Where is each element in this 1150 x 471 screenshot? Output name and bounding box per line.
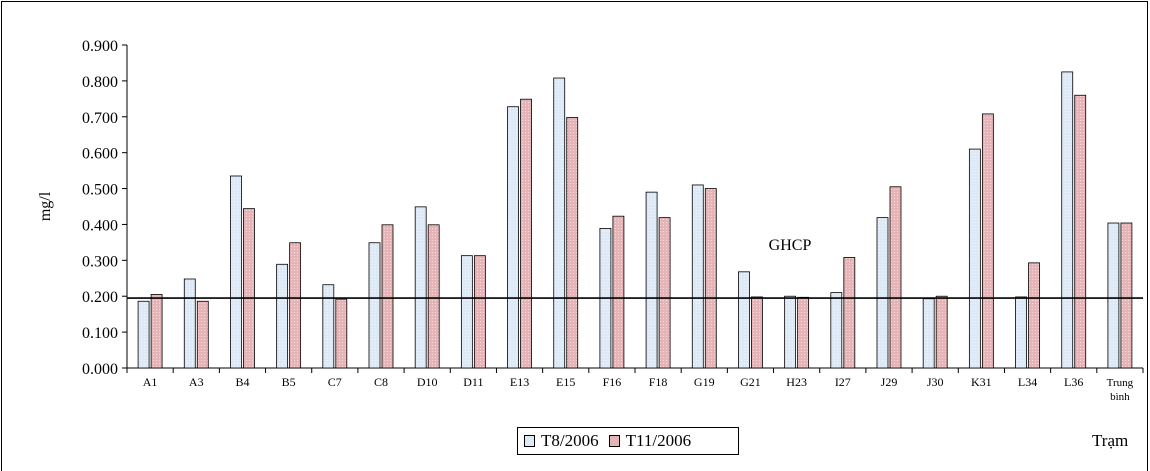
bar-t11 xyxy=(843,257,856,369)
legend-item-t8: T8/2006 xyxy=(524,431,599,451)
bar-t11 xyxy=(751,296,763,369)
bar-t11 xyxy=(520,98,532,369)
y-tick-label: 0.200 xyxy=(82,289,118,306)
legend-label-t8: T8/2006 xyxy=(541,431,599,450)
x-tick-label: D11 xyxy=(463,375,483,389)
x-tick-label: D10 xyxy=(417,375,438,389)
bar-t8 xyxy=(553,77,566,369)
x-tick-label: J30 xyxy=(927,375,944,389)
x-tick-label: G19 xyxy=(694,375,715,389)
bar-t8 xyxy=(922,298,935,369)
y-tick-label: 0.700 xyxy=(82,110,118,127)
bar-t8 xyxy=(876,217,889,369)
bar-t11 xyxy=(1074,94,1087,369)
x-tick-label: E15 xyxy=(556,375,575,389)
bar-t8 xyxy=(784,295,797,369)
y-tick-label: 0.400 xyxy=(82,217,118,234)
bar-t8 xyxy=(276,263,289,369)
y-tick-label: 0.500 xyxy=(82,182,118,199)
bar-t8 xyxy=(830,292,843,369)
bar-t11 xyxy=(1028,262,1040,369)
bar-t8 xyxy=(645,191,658,369)
bar-t11 xyxy=(797,296,810,369)
reference-line-label: GHCP xyxy=(769,237,812,254)
y-tick-label: 0.800 xyxy=(82,74,118,91)
bar-t11 xyxy=(566,117,579,369)
bar-t8 xyxy=(137,300,150,369)
x-tick-label: A3 xyxy=(189,375,204,389)
bar-t8 xyxy=(738,271,750,369)
bar-t8 xyxy=(183,278,196,369)
bar-t8 xyxy=(1015,296,1027,369)
bar-t8 xyxy=(368,242,381,369)
bar-t8 xyxy=(230,175,242,369)
bar-t11 xyxy=(427,224,440,369)
bar-t8 xyxy=(507,106,519,369)
x-tick-label: H23 xyxy=(786,375,807,389)
bar-t11 xyxy=(1120,222,1133,369)
x-tick-label: C8 xyxy=(374,375,388,389)
x-tick-label: B4 xyxy=(235,375,249,389)
y-tick-label: 0.900 xyxy=(82,38,118,55)
y-tick-label: 0.300 xyxy=(82,253,118,270)
bar-t11 xyxy=(658,217,671,369)
x-tick-label: K31 xyxy=(971,375,992,389)
bar-t11 xyxy=(196,300,209,369)
y-tick-label: 0.000 xyxy=(82,361,118,378)
legend-item-t11: T11/2006 xyxy=(608,431,692,451)
bar-t11 xyxy=(981,113,994,369)
x-tick-label: B5 xyxy=(282,375,296,389)
x-tick-label: G21 xyxy=(740,375,761,389)
bar-t11 xyxy=(889,186,902,369)
bar-t8 xyxy=(322,284,335,369)
legend-swatch-t11 xyxy=(608,435,620,447)
x-tick-label: E13 xyxy=(510,375,529,389)
bar-t8 xyxy=(691,184,704,369)
x-tick-label: I27 xyxy=(835,375,851,389)
bar-t11 xyxy=(381,224,394,369)
bar-t11 xyxy=(289,242,302,369)
legend-label-t11: T11/2006 xyxy=(625,431,692,450)
y-tick-label: 0.600 xyxy=(82,146,118,163)
bar-t11 xyxy=(473,255,486,369)
x-tick-label: J29 xyxy=(881,375,898,389)
bar-t11 xyxy=(704,188,717,369)
x-tick-label: Trung bình xyxy=(1107,377,1134,403)
x-tick-label: F18 xyxy=(649,375,668,389)
legend-swatch-t8 xyxy=(524,435,535,447)
bar-t11 xyxy=(150,294,163,369)
bar-t11 xyxy=(243,208,255,369)
bar-t8 xyxy=(1107,222,1120,369)
x-tick-label: A1 xyxy=(143,375,158,389)
bar-t11 xyxy=(612,215,625,369)
bar-t8 xyxy=(414,206,427,369)
y-axis-title: mg/l xyxy=(37,191,54,221)
x-axis-title: Trạm xyxy=(1092,431,1129,450)
x-tick-label: F16 xyxy=(603,375,622,389)
x-tick-label: C7 xyxy=(328,375,342,389)
bar-chart: mg/l 0.000 0.100 0.200 0.300 0.400 0.500 0.600 0… xyxy=(37,38,1144,403)
legend: T8/2006 T11/2006 xyxy=(517,427,739,455)
x-tick-label: L36 xyxy=(1064,375,1083,389)
bar-t11 xyxy=(335,298,348,369)
bar-t8 xyxy=(460,255,473,369)
bar-t8 xyxy=(968,148,981,369)
y-tick-label: 0.100 xyxy=(82,325,118,342)
bar-t11 xyxy=(935,295,948,369)
x-tick-label: L34 xyxy=(1018,375,1037,389)
bar-t8 xyxy=(1061,71,1074,369)
